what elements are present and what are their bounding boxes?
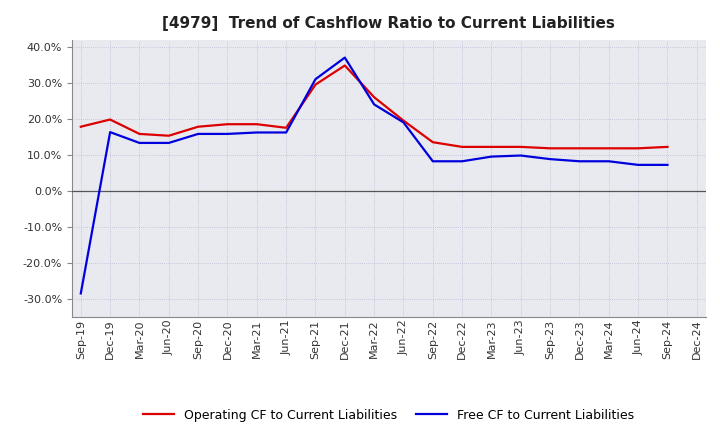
Free CF to Current Liabilities <box>194 131 202 136</box>
Operating CF to Current Liabilities <box>663 144 672 150</box>
Free CF to Current Liabilities <box>164 140 173 146</box>
Operating CF to Current Liabilities <box>428 139 437 145</box>
Legend: Operating CF to Current Liabilities, Free CF to Current Liabilities: Operating CF to Current Liabilities, Fre… <box>138 404 639 427</box>
Free CF to Current Liabilities <box>253 130 261 135</box>
Line: Free CF to Current Liabilities: Free CF to Current Liabilities <box>81 58 667 293</box>
Free CF to Current Liabilities <box>399 120 408 125</box>
Operating CF to Current Liabilities <box>370 95 379 100</box>
Free CF to Current Liabilities <box>76 291 85 296</box>
Operating CF to Current Liabilities <box>194 124 202 129</box>
Free CF to Current Liabilities <box>605 159 613 164</box>
Operating CF to Current Liabilities <box>223 121 232 127</box>
Free CF to Current Liabilities <box>663 162 672 168</box>
Free CF to Current Liabilities <box>370 102 379 107</box>
Operating CF to Current Liabilities <box>516 144 525 150</box>
Free CF to Current Liabilities <box>516 153 525 158</box>
Operating CF to Current Liabilities <box>106 117 114 122</box>
Line: Operating CF to Current Liabilities: Operating CF to Current Liabilities <box>81 66 667 148</box>
Operating CF to Current Liabilities <box>546 146 554 151</box>
Free CF to Current Liabilities <box>428 159 437 164</box>
Free CF to Current Liabilities <box>341 55 349 60</box>
Operating CF to Current Liabilities <box>575 146 584 151</box>
Operating CF to Current Liabilities <box>399 118 408 123</box>
Operating CF to Current Liabilities <box>458 144 467 150</box>
Free CF to Current Liabilities <box>282 130 290 135</box>
Operating CF to Current Liabilities <box>76 124 85 129</box>
Free CF to Current Liabilities <box>223 131 232 136</box>
Operating CF to Current Liabilities <box>487 144 496 150</box>
Free CF to Current Liabilities <box>546 157 554 162</box>
Free CF to Current Liabilities <box>575 159 584 164</box>
Free CF to Current Liabilities <box>311 77 320 82</box>
Operating CF to Current Liabilities <box>605 146 613 151</box>
Free CF to Current Liabilities <box>135 140 144 146</box>
Operating CF to Current Liabilities <box>164 133 173 138</box>
Title: [4979]  Trend of Cashflow Ratio to Current Liabilities: [4979] Trend of Cashflow Ratio to Curren… <box>163 16 615 32</box>
Operating CF to Current Liabilities <box>311 82 320 87</box>
Operating CF to Current Liabilities <box>282 125 290 130</box>
Operating CF to Current Liabilities <box>634 146 642 151</box>
Operating CF to Current Liabilities <box>135 131 144 136</box>
Free CF to Current Liabilities <box>634 162 642 168</box>
Free CF to Current Liabilities <box>487 154 496 159</box>
Operating CF to Current Liabilities <box>253 121 261 127</box>
Free CF to Current Liabilities <box>106 129 114 135</box>
Free CF to Current Liabilities <box>458 159 467 164</box>
Operating CF to Current Liabilities <box>341 63 349 68</box>
